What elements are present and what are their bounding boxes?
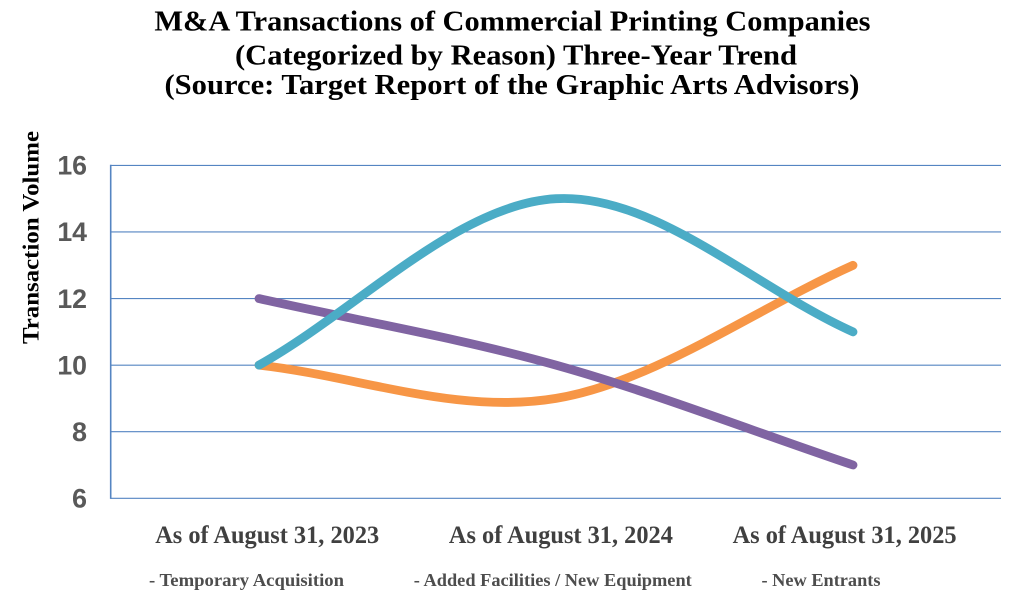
svg-text:8: 8 <box>72 417 87 447</box>
svg-text:Transaction Volume: Transaction Volume <box>18 131 43 344</box>
svg-text:As of August 31, 2025: As of August 31, 2025 <box>733 522 957 549</box>
svg-text:- Added Facilities / New Equip: - Added Facilities / New Equipment <box>414 570 692 590</box>
svg-text:As of August 31, 2024: As of August 31, 2024 <box>449 522 673 549</box>
svg-text:(Source: Target Report of the: (Source: Target Report of the Graphic Ar… <box>165 70 860 101</box>
svg-text:As of August 31, 2023: As of August 31, 2023 <box>155 522 379 549</box>
svg-text:6: 6 <box>72 484 87 514</box>
svg-text:12: 12 <box>57 284 87 314</box>
svg-text:M&A Transactions of Commercial: M&A Transactions of Commercial Printing … <box>154 6 870 37</box>
svg-text:14: 14 <box>57 217 87 247</box>
svg-text:10: 10 <box>57 350 87 380</box>
svg-text:- New Entrants: - New Entrants <box>762 570 881 590</box>
svg-text:- Temporary Acquisition: - Temporary Acquisition <box>149 570 344 590</box>
svg-text:16: 16 <box>57 151 87 181</box>
svg-text:(Categorized by Reason) Three-: (Categorized by Reason) Three-Year Trend <box>235 41 797 72</box>
